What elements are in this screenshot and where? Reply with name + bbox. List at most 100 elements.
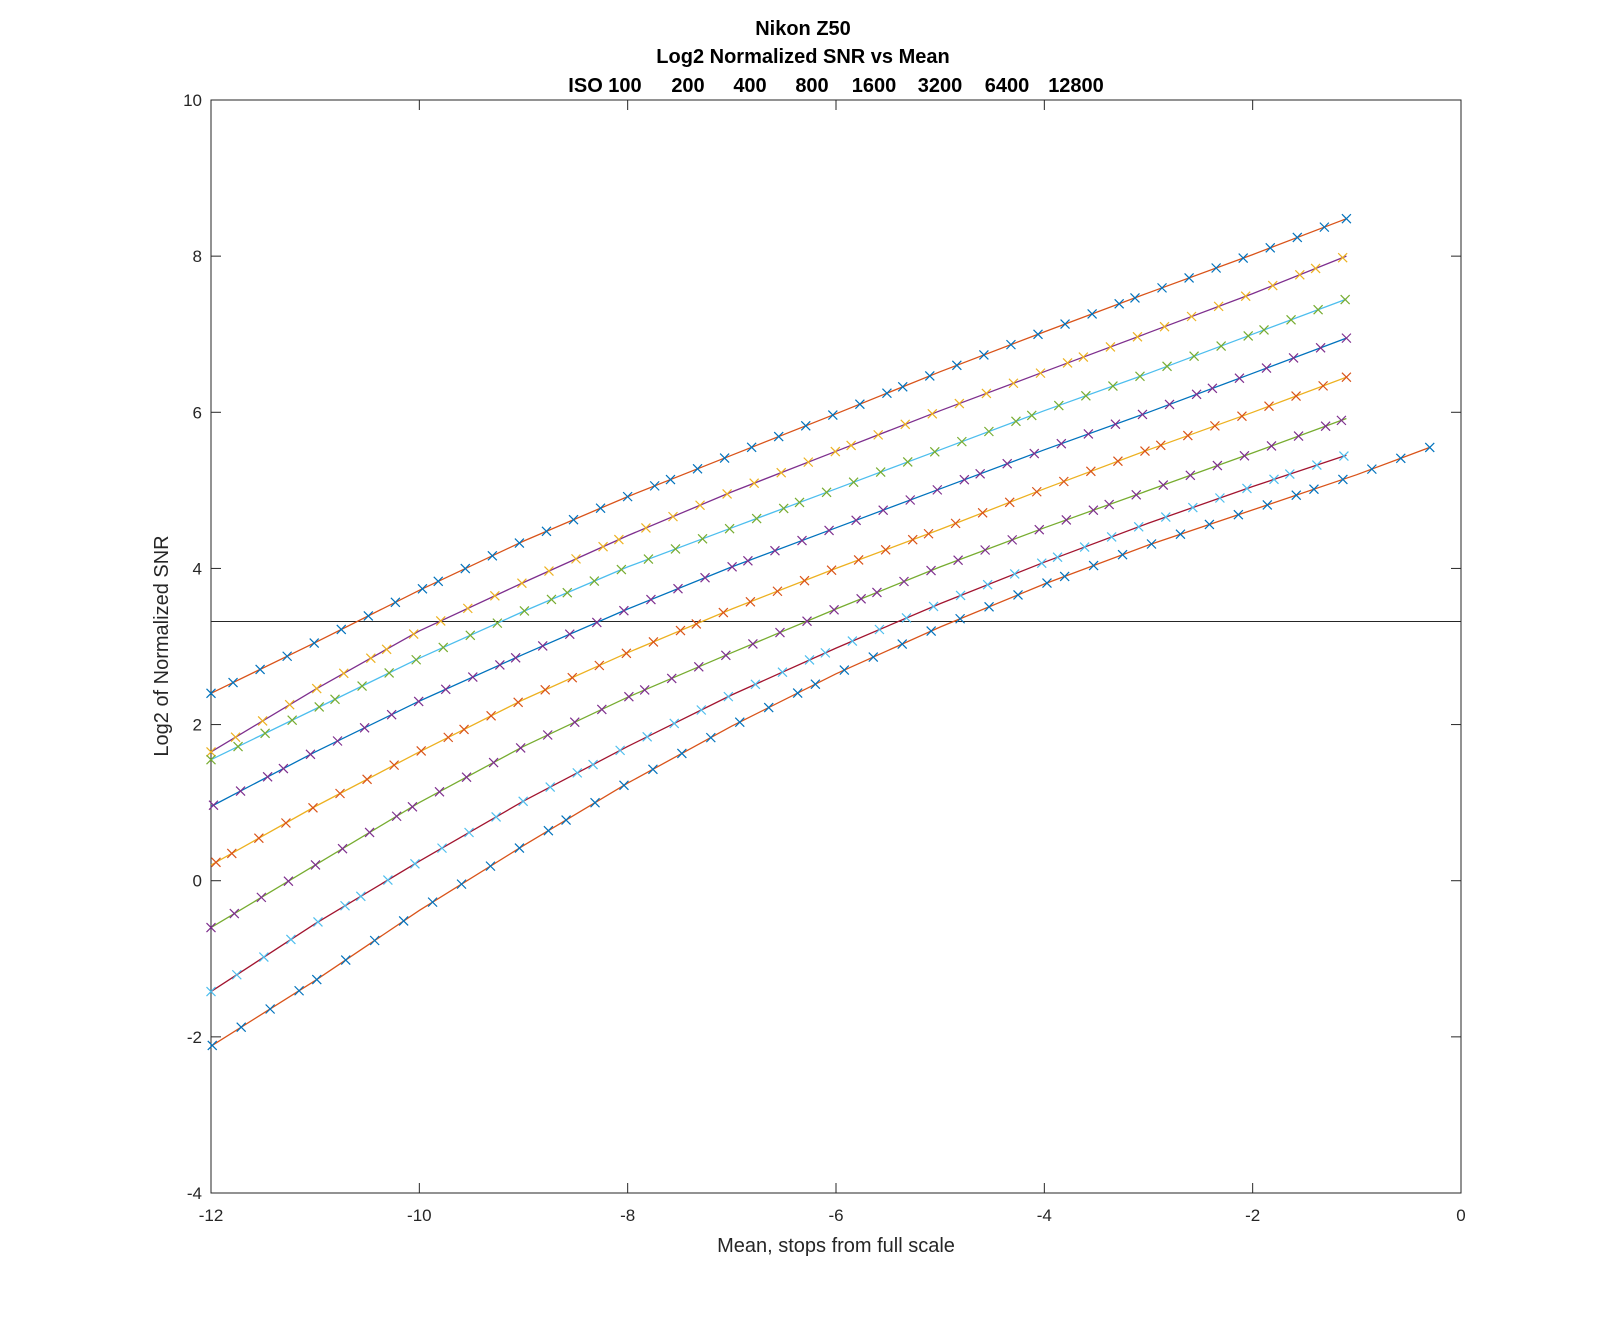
data-point xyxy=(568,514,579,525)
data-point xyxy=(294,985,305,996)
data-point xyxy=(282,651,293,662)
data-point xyxy=(1033,329,1043,340)
data-point xyxy=(310,859,321,870)
data-point xyxy=(955,613,966,624)
x-tick-label: -2 xyxy=(1245,1206,1260,1225)
data-point xyxy=(1004,497,1015,508)
fit-line xyxy=(210,255,1347,753)
data-point xyxy=(514,843,525,854)
data-point xyxy=(398,916,409,926)
data-point xyxy=(777,667,788,678)
data-point xyxy=(1309,484,1319,495)
data-point xyxy=(1080,390,1091,401)
data-point xyxy=(1132,331,1143,342)
data-point xyxy=(340,955,351,965)
data-point xyxy=(639,685,650,695)
data-point xyxy=(1157,282,1167,293)
data-point xyxy=(1164,399,1175,410)
data-point xyxy=(773,431,784,442)
data-point xyxy=(486,710,497,721)
data-point xyxy=(718,607,729,618)
data-point xyxy=(693,661,704,672)
data-point xyxy=(723,691,734,702)
data-point xyxy=(1159,321,1170,332)
data-point xyxy=(950,518,961,529)
data-point xyxy=(208,800,219,811)
data-point xyxy=(357,681,368,692)
data-point xyxy=(623,691,634,702)
data-point xyxy=(673,583,683,594)
data-point xyxy=(873,429,884,440)
data-point xyxy=(280,818,291,828)
data-point xyxy=(515,743,526,753)
data-point xyxy=(1133,521,1144,532)
data-point xyxy=(572,767,583,778)
data-point xyxy=(1293,431,1304,441)
data-point xyxy=(827,410,838,421)
data-point xyxy=(595,503,606,514)
data-point xyxy=(543,825,554,836)
data-point xyxy=(206,754,216,765)
data-point xyxy=(1131,489,1142,500)
data-point xyxy=(1261,363,1272,373)
data-point xyxy=(308,802,318,813)
data-point xyxy=(1117,549,1128,560)
data-point xyxy=(697,533,708,544)
data-point xyxy=(646,594,656,605)
data-point xyxy=(1319,222,1330,233)
data-point xyxy=(456,879,467,890)
data-point xyxy=(872,587,882,598)
data-point xyxy=(615,745,626,756)
data-point xyxy=(897,639,908,649)
data-point xyxy=(488,757,499,768)
data-point xyxy=(953,555,964,566)
data-point xyxy=(309,638,320,648)
data-point xyxy=(1204,519,1215,530)
data-point xyxy=(1187,502,1198,513)
data-point xyxy=(1315,342,1326,353)
data-point xyxy=(1087,309,1098,319)
data-point xyxy=(1184,273,1195,283)
data-point xyxy=(724,523,735,534)
data-point xyxy=(642,731,653,742)
data-point xyxy=(564,629,575,640)
data-point xyxy=(847,636,858,646)
data-point xyxy=(569,717,580,728)
data-point xyxy=(751,513,762,524)
x-axis-label: Mean, stops from full scale xyxy=(717,1235,955,1257)
data-point xyxy=(257,716,268,726)
data-point xyxy=(900,419,911,430)
data-point xyxy=(1155,440,1166,451)
data-point xyxy=(727,561,738,572)
data-point xyxy=(1008,378,1019,389)
data-point xyxy=(1137,409,1148,420)
iso-label: 6400 xyxy=(985,75,1030,97)
data-point xyxy=(492,618,503,629)
data-point xyxy=(1031,486,1042,497)
data-point xyxy=(856,593,867,604)
data-point xyxy=(734,717,745,728)
data-point xyxy=(649,480,660,491)
data-point xyxy=(438,642,449,653)
data-point xyxy=(666,673,677,684)
data-point xyxy=(355,891,366,902)
data-point xyxy=(462,603,473,614)
data-point xyxy=(1011,416,1021,427)
data-point xyxy=(775,627,785,638)
data-point xyxy=(1060,319,1070,330)
iso-label: 800 xyxy=(795,75,828,97)
data-point xyxy=(1213,301,1224,312)
data-point xyxy=(226,848,237,859)
data-point xyxy=(1216,341,1227,351)
data-point xyxy=(641,523,651,533)
data-point xyxy=(206,986,216,997)
data-point xyxy=(435,616,446,626)
data-point xyxy=(665,474,676,485)
y-tick-label: 10 xyxy=(183,91,202,110)
data-point xyxy=(868,652,879,662)
data-point xyxy=(691,619,702,629)
data-point xyxy=(982,579,993,590)
data-point xyxy=(206,922,216,933)
axis-ticks: -12 -10 -8 -6 -4 -2 0 -4 -2 0 2 4 6 8 10 xyxy=(183,91,1466,1225)
data-point xyxy=(975,468,986,479)
